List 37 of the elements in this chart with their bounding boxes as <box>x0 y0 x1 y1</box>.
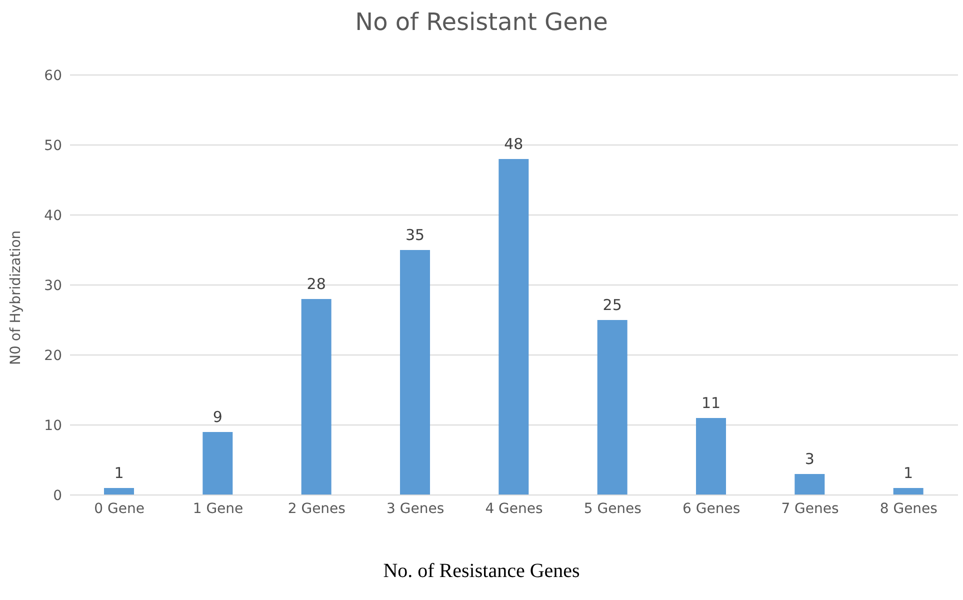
bar <box>794 474 825 495</box>
data-label: 48 <box>504 135 524 153</box>
bar <box>696 418 726 495</box>
x-tick-label: 4 Genes <box>485 500 543 517</box>
y-tick-label: 0 <box>53 488 62 504</box>
data-label: 11 <box>701 394 721 412</box>
y-tick-label: 30 <box>44 278 62 294</box>
data-label: 25 <box>602 296 622 314</box>
x-tick-label: 2 Genes <box>288 500 346 517</box>
x-axis-title: No. of Resistance Genes <box>382 560 581 583</box>
data-label: 28 <box>306 275 326 293</box>
data-label: 1 <box>114 464 124 482</box>
y-tick-label: 20 <box>44 348 62 364</box>
bar <box>597 320 628 495</box>
x-tick-label: 6 Genes <box>682 500 740 517</box>
x-tick-label: 0 Gene <box>94 500 144 517</box>
y-tick-label: 50 <box>44 138 62 154</box>
y-tick-label: 60 <box>44 68 62 84</box>
bar <box>893 488 924 495</box>
bar <box>301 299 332 495</box>
y-tick-label: 40 <box>44 208 62 224</box>
bar <box>400 250 430 495</box>
chart-title: No of Resistant Gene <box>354 8 609 36</box>
bar <box>202 432 233 495</box>
x-tick-label: 1 Gene <box>192 500 244 517</box>
x-tick-label: 3 Genes <box>386 500 444 517</box>
bar <box>104 488 134 495</box>
y-tick-label: 10 <box>44 418 62 434</box>
data-label: 9 <box>212 408 222 426</box>
y-axis-title: N0 of Hybridization <box>8 230 24 365</box>
data-label: 1 <box>904 464 914 482</box>
data-label: 3 <box>804 450 814 468</box>
x-tick-label: 5 Genes <box>584 500 642 517</box>
x-tick-label: 8 Genes <box>880 500 938 517</box>
bar <box>498 159 529 495</box>
data-label: 35 <box>405 226 425 244</box>
x-tick-label: 7 Genes <box>781 500 839 517</box>
